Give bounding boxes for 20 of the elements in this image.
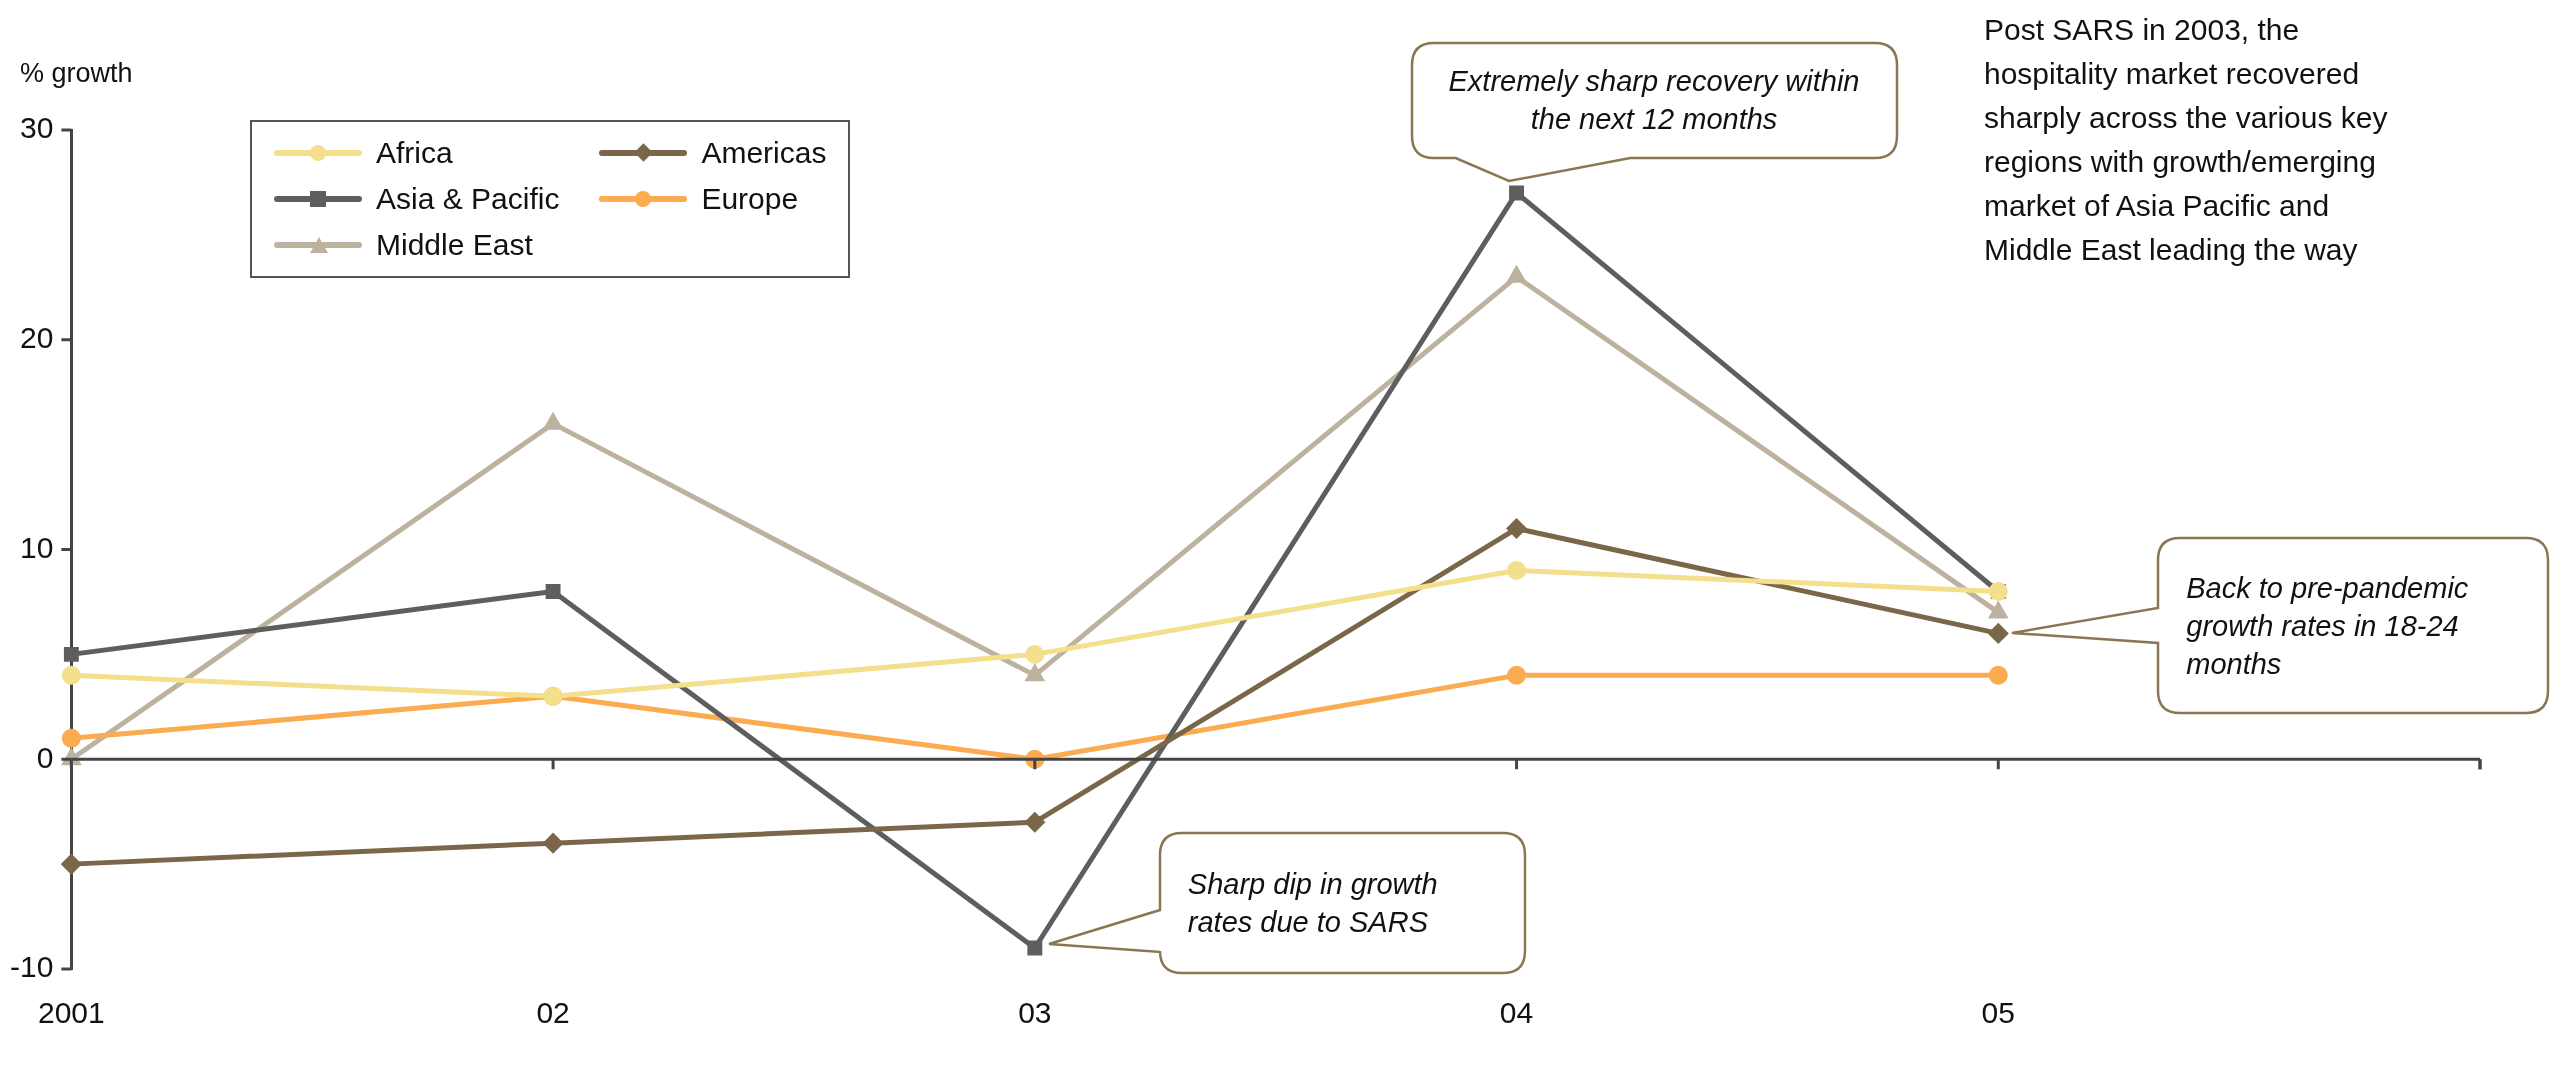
- y-axis-title: % growth: [20, 58, 133, 89]
- legend-label: Americas: [701, 136, 827, 170]
- y-tick-label: 30: [19, 111, 54, 145]
- y-tick-label: 20: [19, 321, 54, 355]
- x-tick-label: 02: [536, 996, 570, 1030]
- annotation: Sharp dip in growth rates due to SARS: [1187, 867, 1438, 940]
- legend-label: Africa: [376, 136, 453, 170]
- x-tick-label: 2001: [37, 996, 105, 1030]
- x-tick-label: 05: [1981, 996, 2015, 1030]
- y-tick-label: 0: [36, 740, 54, 774]
- annotation: Extremely sharp recovery within the next 12 months: [1447, 64, 1861, 138]
- annotation: Back to pre-pandemic growth rates in 18-24 months: [2186, 570, 2470, 682]
- annotation: Post SARS in 2003, the hospitality market recovered sharply across the various key regions with growth/emerging market of Asia Pacific and Middle East leading the way: [1984, 12, 2389, 268]
- x-tick-label: 04: [1499, 996, 1534, 1030]
- legend-label: Europe: [701, 182, 799, 216]
- legend-label: Asia & Pacific: [376, 182, 560, 216]
- legend-label: Middle East: [376, 228, 533, 262]
- y-tick-label: -10: [10, 950, 54, 984]
- y-tick-label: 10: [19, 530, 54, 564]
- x-tick-label: 03: [1018, 996, 1052, 1030]
